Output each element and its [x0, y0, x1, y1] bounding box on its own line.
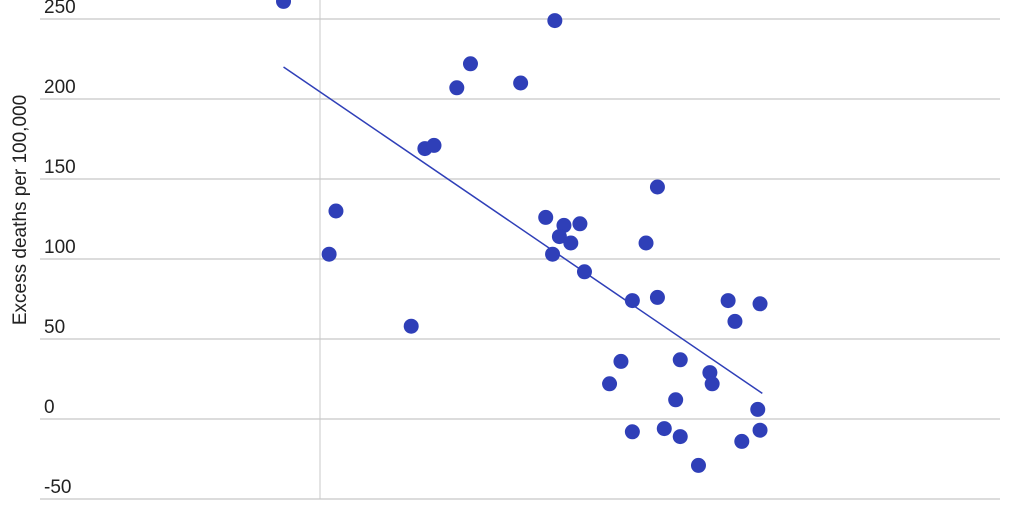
- data-point: [752, 422, 768, 438]
- x-tick-labels: -1.0 -0.5 0 0.5 1.0 1.5 2.0 2.5 3.0: [76, 510, 1018, 512]
- y-tick-label: 100: [44, 237, 76, 258]
- data-point: [649, 289, 665, 305]
- data-point: [624, 424, 640, 440]
- data-point: [449, 80, 465, 96]
- x-tick-label: 3.0: [991, 510, 1017, 512]
- x-tick-label: -1.0: [76, 510, 109, 512]
- gridlines: [40, 0, 1000, 500]
- data-point: [624, 293, 640, 309]
- points-group: [276, 0, 768, 473]
- x-tick-label: 0.5: [421, 510, 447, 512]
- x-tick-label: -0.5: [190, 510, 223, 512]
- data-point: [690, 457, 706, 473]
- data-point: [563, 235, 579, 251]
- data-point: [426, 137, 442, 153]
- data-point: [672, 352, 688, 368]
- trendline-group: [283, 66, 763, 395]
- y-tick-label: 50: [44, 317, 65, 338]
- data-point: [602, 376, 618, 392]
- data-point: [720, 293, 736, 309]
- data-point: [613, 353, 629, 369]
- y-tick-label: 0: [44, 397, 55, 418]
- data-point: [656, 421, 672, 437]
- data-point: [727, 313, 743, 329]
- data-point: [276, 0, 292, 9]
- x-tick-label: 1.0: [535, 510, 561, 512]
- y-axis-label: Excess deaths per 100,000: [10, 95, 31, 325]
- x-tick-label: 1.5: [649, 510, 675, 512]
- data-point: [551, 229, 567, 245]
- data-point: [638, 235, 654, 251]
- y-tick-label: 200: [44, 77, 76, 98]
- trendline: [283, 66, 763, 395]
- x-tick-label: 0: [315, 510, 326, 512]
- data-point: [538, 209, 554, 225]
- y-tick-label: 150: [44, 157, 76, 178]
- data-point: [668, 392, 684, 408]
- data-point: [576, 264, 592, 280]
- data-point: [321, 246, 337, 262]
- data-point: [649, 179, 665, 195]
- y-tick-labels: -50 0 50 100 150 200 250: [44, 0, 76, 498]
- data-point: [704, 376, 720, 392]
- x-tick-label: 2.5: [877, 510, 903, 512]
- data-point: [545, 246, 561, 262]
- data-point: [403, 318, 419, 334]
- data-point: [328, 203, 344, 219]
- data-point: [750, 401, 766, 417]
- data-point: [462, 56, 478, 72]
- x-tick-label: 2.0: [763, 510, 789, 512]
- data-point: [513, 75, 529, 91]
- data-point: [734, 433, 750, 449]
- data-point: [752, 296, 768, 312]
- data-point: [702, 365, 718, 381]
- y-tick-label: 250: [44, 0, 76, 18]
- y-tick-label: -50: [44, 477, 71, 498]
- data-point: [572, 216, 588, 232]
- data-point: [672, 429, 688, 445]
- data-point: [547, 13, 563, 29]
